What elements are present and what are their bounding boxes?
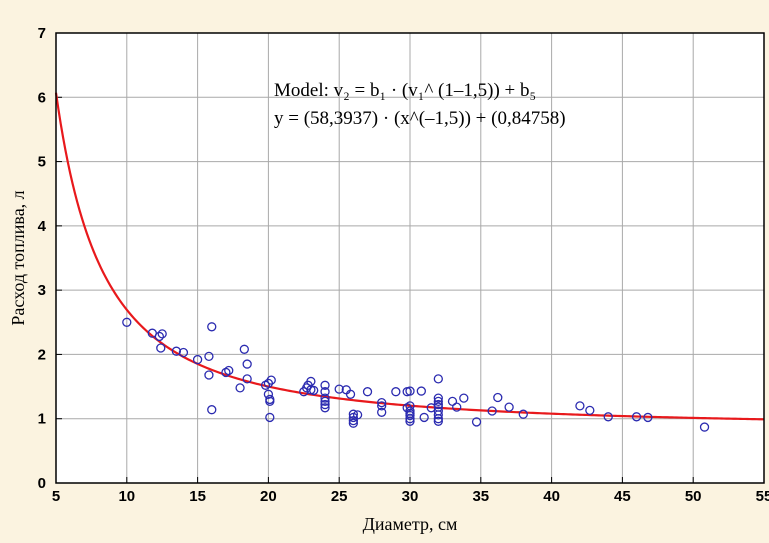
data-point (493, 392, 503, 403)
data-point (405, 410, 415, 421)
data-point (265, 396, 275, 407)
data-point (433, 393, 443, 403)
data-point (263, 389, 274, 399)
data-point (320, 399, 330, 410)
data-points (122, 317, 710, 432)
data-point (320, 393, 330, 403)
x-tick-label: 40 (543, 488, 560, 505)
x-tick-label: 20 (260, 488, 277, 505)
data-point (224, 365, 234, 376)
data-point (433, 414, 443, 424)
data-point (345, 389, 356, 399)
data-point (320, 396, 330, 407)
data-point (585, 405, 595, 416)
data-point (242, 374, 252, 384)
data-point (391, 387, 401, 397)
x-tick-label: 55 (756, 488, 769, 505)
data-point (405, 414, 415, 424)
model-equation: Model: v₂ = b₁ · (v₁^ (1–1,5)) + b₅ (274, 80, 536, 101)
data-point (171, 346, 182, 356)
data-point (320, 380, 330, 390)
data-point (362, 387, 373, 397)
data-point (260, 380, 271, 390)
y-tick-label: 4 (38, 218, 47, 235)
data-point (603, 412, 613, 422)
data-point (452, 402, 462, 412)
data-point (221, 367, 231, 378)
data-point (433, 416, 443, 426)
data-point (575, 401, 585, 411)
data-point (471, 417, 482, 427)
data-point (459, 393, 469, 403)
data-point (309, 385, 319, 396)
data-point (631, 412, 642, 422)
data-point (192, 354, 203, 365)
x-tick-label: 5 (52, 488, 60, 505)
data-point (122, 317, 132, 327)
data-point (157, 329, 167, 339)
data-point (334, 384, 344, 394)
fit-equation: y = (58,3937) · (x^(–1,5)) + (0,84758) (274, 108, 566, 129)
data-point (352, 410, 363, 420)
data-point (266, 375, 276, 385)
x-tick-label: 25 (331, 488, 348, 505)
y-tick-label: 7 (38, 25, 46, 42)
y-tick-label: 0 (38, 475, 46, 492)
data-point (433, 396, 443, 407)
data-point (377, 407, 387, 417)
data-point (239, 344, 249, 354)
x-tick-label: 35 (472, 488, 489, 505)
x-tick-label: 15 (189, 488, 206, 505)
data-point (377, 397, 387, 408)
data-point (405, 386, 415, 396)
data-point (433, 374, 443, 384)
data-point (419, 412, 429, 423)
data-point (265, 412, 275, 423)
data-point (348, 409, 359, 419)
data-point (178, 347, 189, 358)
x-axis-title: Диаметр, см (363, 514, 458, 534)
data-point (433, 410, 443, 420)
y-tick-label: 5 (38, 154, 46, 171)
data-point (377, 401, 387, 411)
y-tick-label: 2 (38, 346, 46, 363)
data-point (504, 402, 514, 412)
y-tick-label: 1 (38, 411, 46, 428)
data-point (235, 383, 245, 393)
data-point (242, 359, 252, 369)
data-point (204, 370, 214, 380)
x-tick-label: 50 (685, 488, 702, 505)
data-point (416, 386, 426, 396)
data-point (699, 422, 710, 432)
data-point (402, 403, 412, 413)
data-point (518, 409, 528, 419)
data-point (154, 331, 165, 342)
x-tick-label: 45 (614, 488, 631, 505)
data-point (156, 343, 166, 353)
plot-frame (55, 32, 765, 484)
data-point (348, 418, 359, 428)
x-tick-label: 10 (118, 488, 135, 505)
data-point (263, 378, 274, 389)
data-point (320, 387, 330, 397)
data-point (433, 399, 443, 410)
data-point (487, 406, 497, 416)
y-tick-label: 6 (38, 89, 46, 106)
data-point (405, 416, 415, 426)
data-point (320, 403, 330, 413)
data-point (643, 412, 653, 423)
data-point (204, 351, 214, 362)
y-axis-title: Расход топлива, л (8, 190, 28, 325)
x-tick-label: 30 (402, 488, 419, 505)
data-point (207, 405, 217, 415)
data-point (207, 322, 217, 332)
y-tick-label: 3 (38, 282, 46, 299)
